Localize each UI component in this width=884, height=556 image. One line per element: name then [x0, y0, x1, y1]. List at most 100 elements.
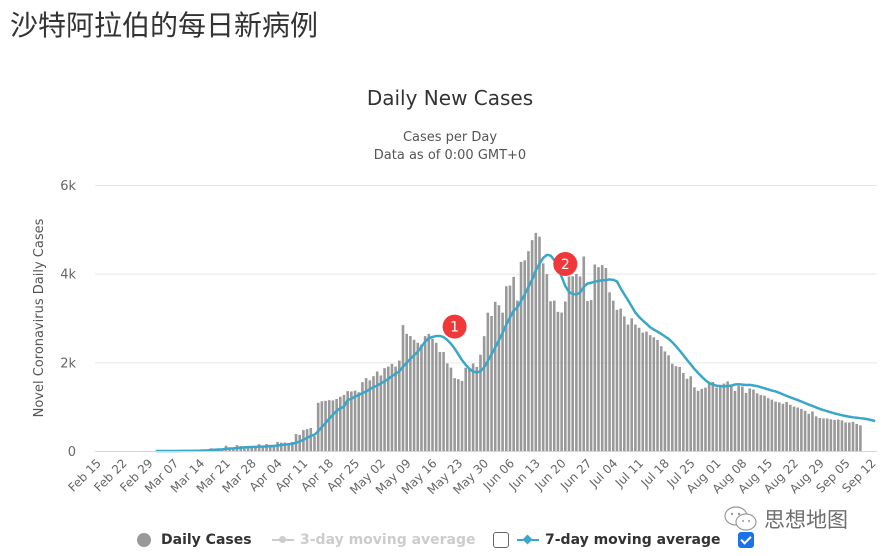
bar[interactable]	[324, 400, 327, 451]
bar[interactable]	[800, 408, 803, 451]
bar[interactable]	[759, 395, 763, 451]
bar[interactable]	[368, 380, 372, 451]
bar[interactable]	[283, 442, 287, 451]
bar[interactable]	[516, 300, 519, 451]
bar[interactable]	[748, 388, 752, 451]
bar[interactable]	[353, 390, 357, 451]
bar[interactable]	[844, 422, 847, 451]
legend-item-daily-cases[interactable]: Daily Cases	[137, 530, 252, 550]
bar[interactable]	[711, 382, 715, 451]
bar[interactable]	[268, 444, 272, 451]
bar[interactable]	[243, 446, 246, 451]
bar[interactable]	[438, 351, 442, 451]
bar[interactable]	[493, 301, 497, 451]
bar[interactable]	[519, 261, 523, 451]
bar[interactable]	[774, 401, 777, 451]
legend-item-7-day-average[interactable]: 7-day moving average	[517, 530, 721, 550]
bar[interactable]	[364, 378, 368, 451]
bar[interactable]	[261, 446, 265, 451]
bar[interactable]	[372, 376, 375, 451]
bar[interactable]	[814, 416, 818, 451]
bar[interactable]	[272, 444, 276, 451]
bar[interactable]	[291, 441, 294, 451]
bar[interactable]	[556, 311, 560, 451]
bar[interactable]	[604, 267, 608, 451]
bar[interactable]	[534, 232, 538, 451]
bar[interactable]	[527, 251, 530, 451]
bar[interactable]	[593, 264, 597, 451]
bar[interactable]	[383, 368, 386, 451]
bar[interactable]	[608, 292, 611, 451]
bar[interactable]	[792, 406, 796, 451]
bar[interactable]	[807, 413, 811, 451]
bar[interactable]	[715, 387, 718, 451]
bar[interactable]	[611, 300, 615, 451]
bar[interactable]	[693, 387, 696, 451]
bar[interactable]	[560, 312, 563, 451]
bar[interactable]	[600, 265, 604, 451]
bar[interactable]	[836, 419, 840, 451]
bar[interactable]	[825, 418, 829, 451]
bar[interactable]	[416, 342, 420, 451]
bar[interactable]	[394, 366, 397, 451]
bar[interactable]	[309, 428, 313, 451]
bar[interactable]	[615, 309, 619, 451]
bar[interactable]	[305, 429, 309, 451]
bar[interactable]	[464, 367, 468, 451]
bar[interactable]	[431, 338, 434, 451]
bar[interactable]	[619, 308, 622, 451]
bar[interactable]	[855, 423, 859, 451]
bar[interactable]	[741, 386, 744, 451]
bar[interactable]	[659, 346, 663, 451]
bar[interactable]	[722, 383, 726, 451]
bar[interactable]	[512, 276, 515, 451]
bar[interactable]	[840, 420, 844, 451]
bar[interactable]	[497, 305, 501, 451]
bar[interactable]	[682, 373, 685, 451]
bar[interactable]	[453, 378, 456, 451]
bar[interactable]	[822, 418, 825, 451]
bar[interactable]	[766, 398, 770, 451]
bar[interactable]	[818, 417, 822, 451]
bar[interactable]	[339, 396, 342, 451]
bar[interactable]	[401, 325, 405, 451]
bar[interactable]	[785, 401, 788, 451]
bar[interactable]	[670, 363, 674, 451]
bar[interactable]	[530, 240, 534, 451]
bar[interactable]	[457, 379, 460, 451]
bar[interactable]	[412, 339, 416, 451]
bar[interactable]	[623, 316, 626, 451]
bar[interactable]	[445, 363, 449, 451]
bar[interactable]	[578, 276, 582, 451]
bar[interactable]	[733, 390, 737, 451]
bar[interactable]	[423, 336, 427, 451]
bar[interactable]	[468, 368, 471, 451]
bar[interactable]	[737, 385, 740, 451]
bar[interactable]	[471, 363, 475, 451]
bar[interactable]	[663, 351, 667, 451]
bar[interactable]	[707, 383, 711, 451]
bar[interactable]	[597, 267, 600, 451]
bar[interactable]	[357, 392, 361, 451]
bar[interactable]	[482, 336, 486, 451]
bar[interactable]	[331, 400, 335, 451]
bar[interactable]	[641, 332, 645, 451]
bar[interactable]	[674, 366, 678, 451]
bar[interactable]	[796, 407, 799, 451]
bar[interactable]	[460, 380, 464, 451]
bar[interactable]	[637, 327, 641, 451]
bar[interactable]	[246, 446, 250, 451]
bar[interactable]	[811, 411, 814, 451]
checkbox-7-day[interactable]	[738, 530, 754, 550]
bar[interactable]	[667, 355, 670, 451]
bar[interactable]	[626, 324, 630, 451]
bar[interactable]	[704, 387, 707, 451]
bar[interactable]	[523, 260, 527, 451]
bar[interactable]	[346, 391, 349, 451]
bar[interactable]	[538, 236, 541, 451]
bar[interactable]	[689, 376, 693, 451]
bar[interactable]	[545, 274, 549, 451]
bar[interactable]	[645, 331, 648, 451]
bar[interactable]	[501, 312, 504, 451]
bar[interactable]	[549, 301, 552, 451]
